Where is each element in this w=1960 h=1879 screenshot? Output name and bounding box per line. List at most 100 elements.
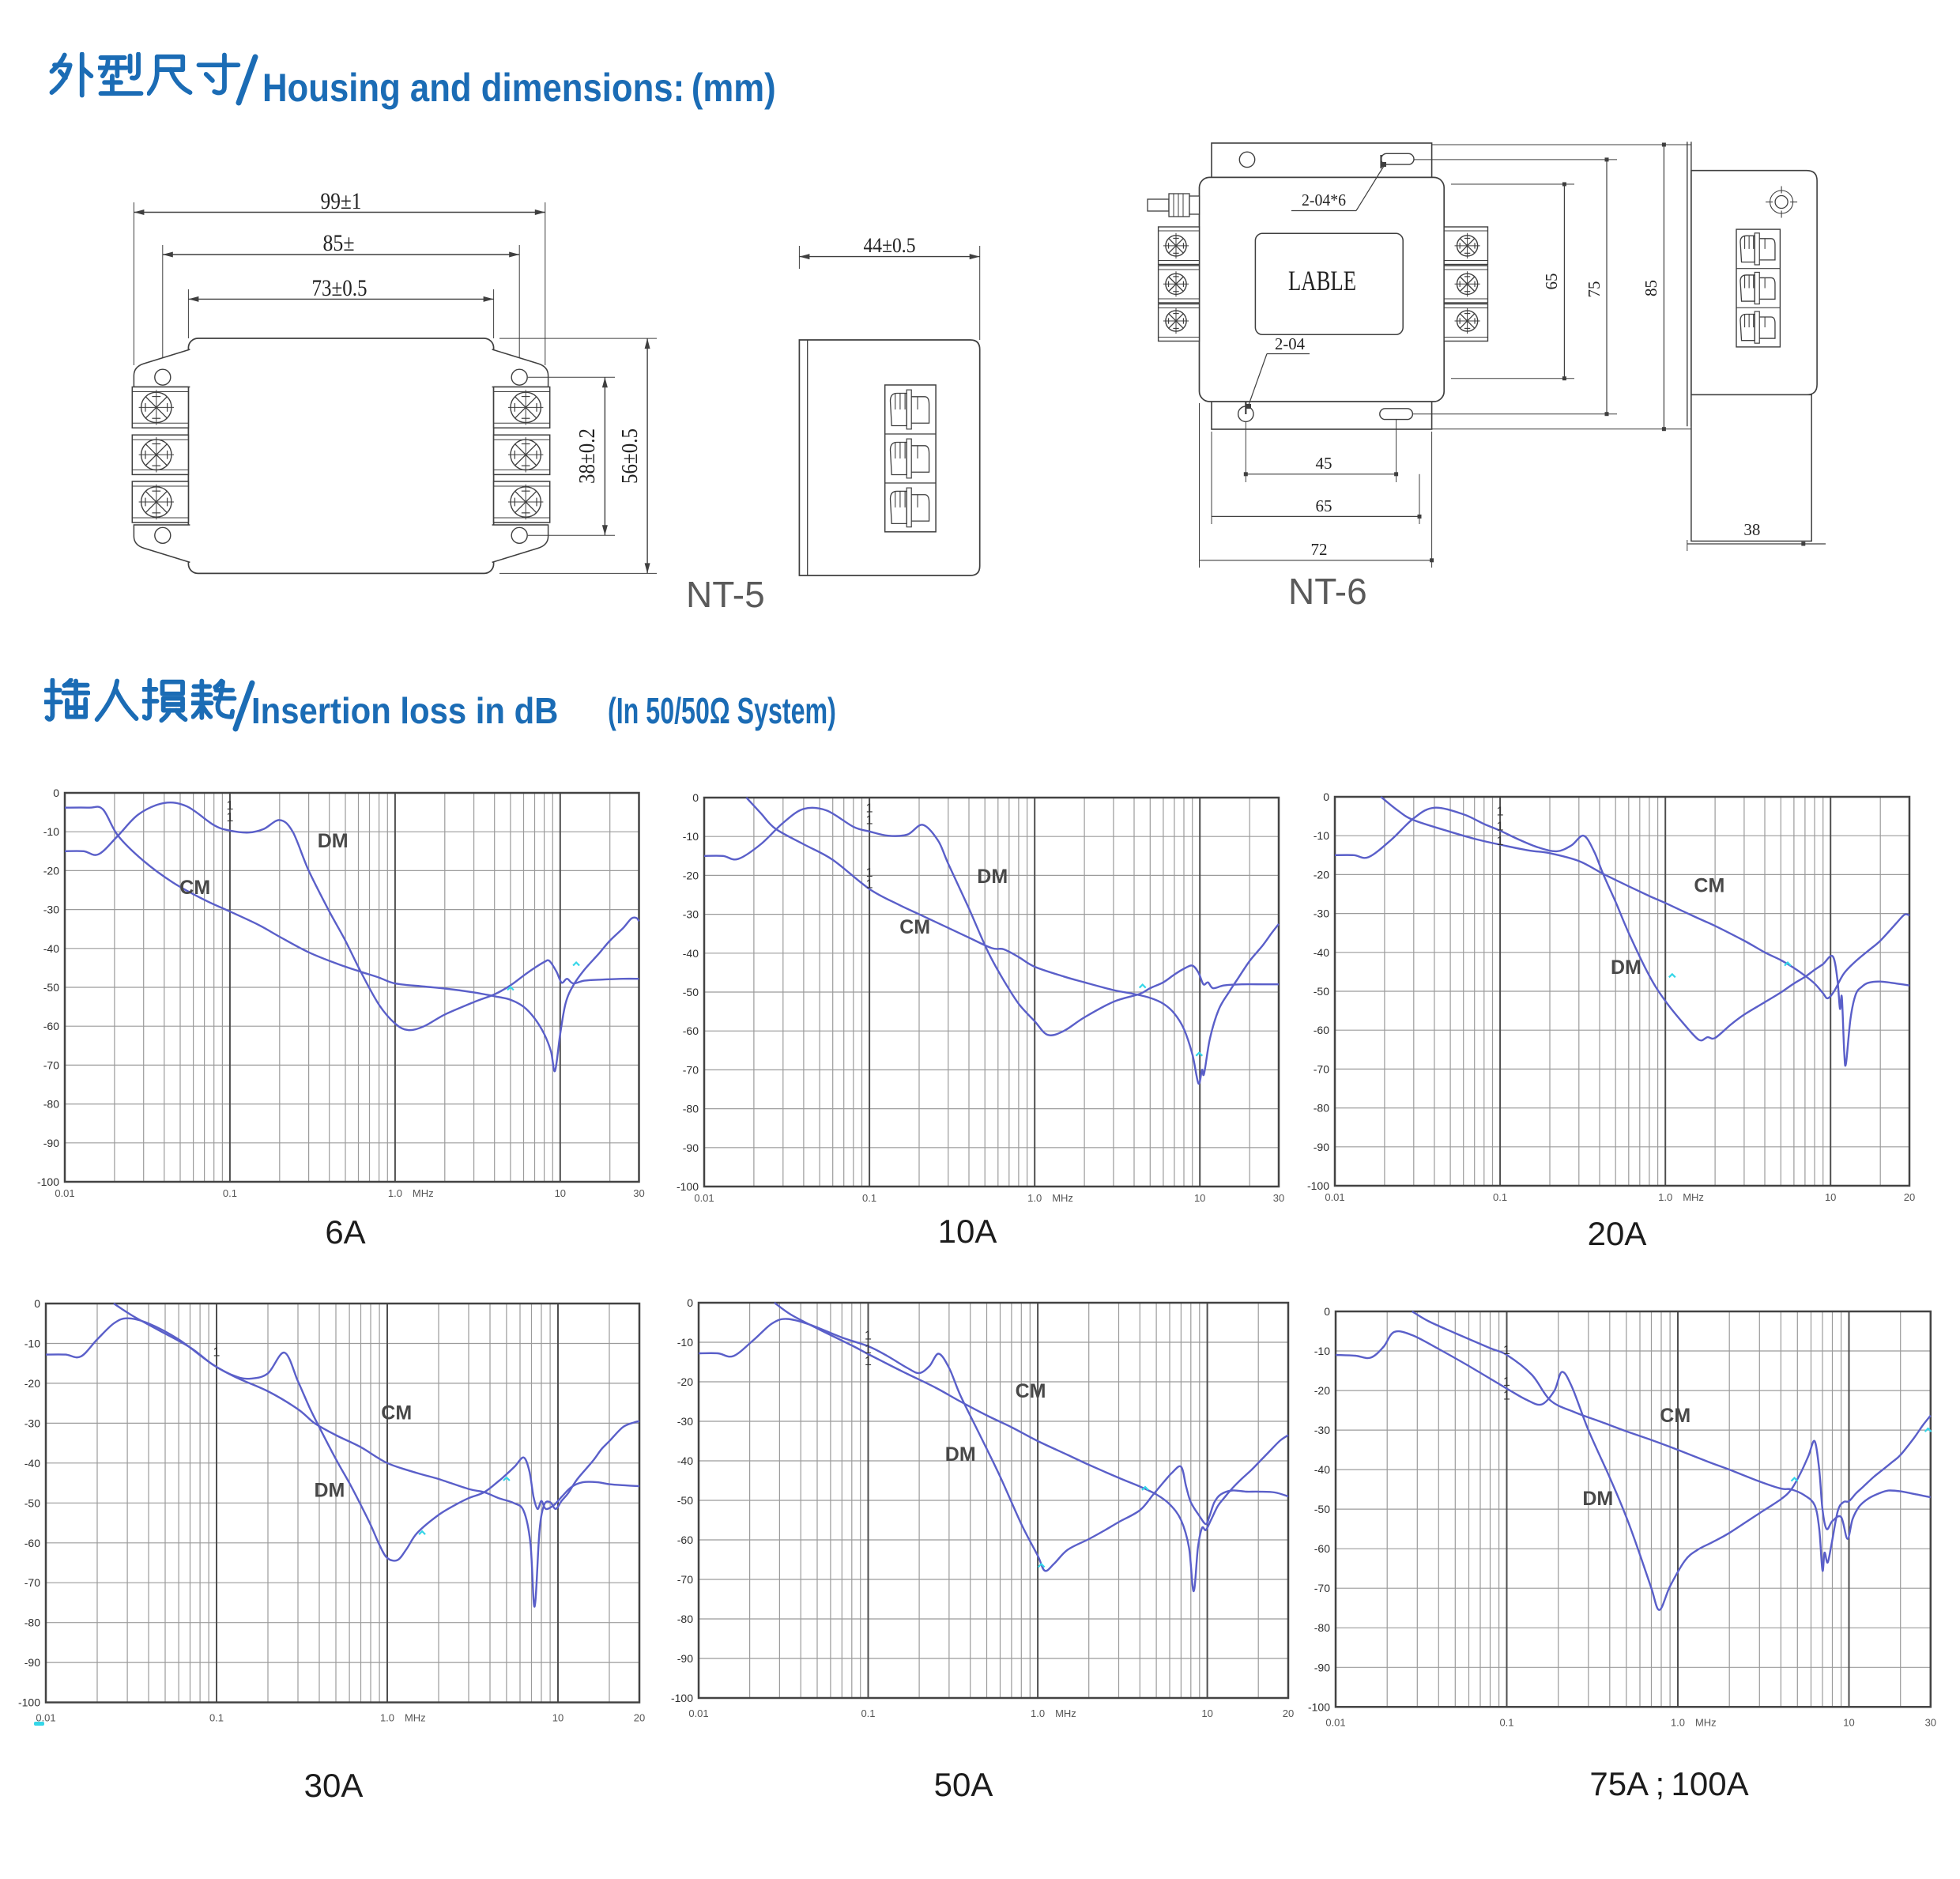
svg-text:-10: -10 [24,1337,40,1349]
svg-text:MHz: MHz [1695,1716,1717,1728]
svg-text:-70: -70 [677,1573,692,1586]
svg-text:MHz: MHz [1055,1707,1076,1719]
svg-text:CM: CM [1660,1405,1690,1427]
svg-text:CM: CM [899,916,930,938]
svg-text:CM: CM [179,877,210,899]
svg-text:0.01: 0.01 [1325,1191,1344,1203]
svg-text:-40: -40 [43,942,58,955]
svg-text:-50: -50 [43,981,58,994]
svg-text:0.1: 0.1 [861,1707,875,1719]
svg-text:38±0.2: 38±0.2 [575,428,600,484]
svg-text:0.1: 0.1 [222,1187,236,1199]
svg-text:0.01: 0.01 [55,1187,74,1199]
svg-text:0.1: 0.1 [209,1712,224,1724]
svg-text:0: 0 [34,1297,40,1310]
svg-text:-30: -30 [24,1417,40,1429]
svg-text:1.0: 1.0 [380,1712,394,1724]
svg-text:0: 0 [692,791,699,804]
svg-text:-10: -10 [43,825,58,838]
svg-text:DM: DM [1611,956,1642,979]
svg-text:-30: -30 [1314,907,1329,920]
svg-text:-20: -20 [1314,1384,1329,1397]
svg-text:CM: CM [381,1402,412,1424]
svg-text:10: 10 [1201,1707,1212,1719]
svg-text:-20: -20 [43,864,58,877]
svg-text:2-04*6: 2-04*6 [1302,191,1346,209]
svg-text:0.01: 0.01 [688,1707,708,1719]
svg-text:-40: -40 [1314,946,1329,959]
svg-text:38: 38 [1743,520,1760,539]
svg-text:MHz: MHz [1683,1191,1704,1203]
svg-text:-80: -80 [24,1617,40,1629]
svg-text:-70: -70 [43,1058,58,1071]
svg-text:-20: -20 [24,1377,40,1390]
svg-text:-50: -50 [683,986,699,998]
svg-text:-90: -90 [1314,1141,1329,1153]
svg-text:1: 1 [865,1343,872,1356]
svg-text:0: 0 [1323,790,1329,803]
svg-text:-30: -30 [683,908,699,921]
svg-text:MHz: MHz [1052,1192,1073,1204]
svg-text:1: 1 [1503,1375,1510,1389]
svg-text:10: 10 [1843,1716,1854,1728]
svg-text:MHz: MHz [412,1187,433,1199]
svg-text:65: 65 [1542,274,1561,290]
svg-text:-100: -100 [1308,1700,1330,1713]
svg-text:-80: -80 [43,1098,58,1111]
svg-text:-100: -100 [677,1180,699,1193]
svg-text:1: 1 [866,802,873,816]
svg-text:20: 20 [1282,1707,1293,1719]
svg-text:10: 10 [552,1712,563,1724]
svg-text:45: 45 [1316,454,1332,473]
svg-text:-40: -40 [24,1457,40,1470]
svg-text:30: 30 [1924,1716,1936,1728]
svg-text:1: 1 [866,866,873,880]
svg-text:1: 1 [226,811,233,824]
svg-text:-10: -10 [1314,829,1329,842]
svg-text:-80: -80 [1314,1102,1329,1115]
svg-text:-60: -60 [43,1020,58,1032]
svg-text:-30: -30 [1314,1424,1329,1436]
svg-text:DM: DM [317,830,348,852]
svg-text:-40: -40 [677,1455,692,1467]
svg-text:72: 72 [1311,540,1328,559]
svg-text:30: 30 [633,1187,644,1199]
svg-text:CM: CM [1694,875,1724,897]
svg-text:1: 1 [866,814,873,828]
svg-text:-60: -60 [1314,1542,1329,1555]
svg-text:85±: 85± [323,230,355,256]
svg-text:DM: DM [977,866,1008,888]
svg-text:1: 1 [865,1355,872,1368]
svg-text:0: 0 [53,787,59,799]
svg-text:20: 20 [1904,1191,1915,1203]
svg-text:1: 1 [865,1330,872,1343]
svg-text:75: 75 [1585,281,1604,298]
svg-text:0.01: 0.01 [1325,1716,1345,1728]
svg-text:0.1: 0.1 [1493,1191,1507,1203]
svg-text:10: 10 [1825,1191,1836,1203]
svg-text:-70: -70 [24,1576,40,1589]
svg-text:0: 0 [687,1296,693,1309]
svg-text:99±1: 99±1 [321,188,362,214]
svg-text:-20: -20 [683,869,699,881]
svg-text:-60: -60 [677,1534,692,1546]
svg-text:1: 1 [1503,1390,1510,1403]
svg-text:1: 1 [213,1346,220,1360]
svg-text:-10: -10 [683,830,699,843]
svg-text:-70: -70 [683,1063,699,1076]
svg-text:1: 1 [226,799,233,813]
svg-text:73±0.5: 73±0.5 [312,275,368,301]
svg-text:-100: -100 [18,1696,40,1709]
svg-text:DM: DM [944,1443,975,1466]
svg-text:-80: -80 [1314,1621,1329,1634]
svg-text:44±0.5: 44±0.5 [864,234,916,257]
svg-text:1.0: 1.0 [1658,1191,1672,1203]
svg-text:-60: -60 [683,1024,699,1037]
svg-text:-90: -90 [43,1137,58,1149]
svg-text:0.1: 0.1 [1499,1716,1513,1728]
svg-text:-90: -90 [24,1656,40,1669]
svg-text:1: 1 [1497,820,1504,833]
svg-text:-100: -100 [36,1175,58,1188]
svg-text:-50: -50 [24,1496,40,1509]
svg-text:-100: -100 [1307,1179,1329,1192]
